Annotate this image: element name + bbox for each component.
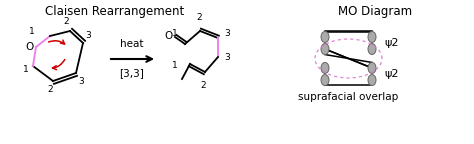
Text: MO Diagram: MO Diagram [338,5,412,18]
Text: [3,3]: [3,3] [119,68,145,78]
Ellipse shape [368,31,376,42]
Text: 2: 2 [63,18,69,26]
Text: 1: 1 [23,66,29,74]
Text: 1: 1 [172,60,178,70]
Text: 3: 3 [224,53,230,61]
FancyArrowPatch shape [53,59,65,70]
Ellipse shape [321,43,329,55]
Text: 2: 2 [196,13,202,22]
Text: 3: 3 [85,32,91,40]
Ellipse shape [368,43,376,55]
Text: Claisen Rearrangement: Claisen Rearrangement [46,5,185,18]
Text: O: O [25,42,33,52]
FancyArrowPatch shape [48,40,64,44]
Text: ψ2: ψ2 [384,69,399,79]
Text: 1: 1 [172,29,178,37]
Text: 2: 2 [47,86,53,94]
Ellipse shape [321,62,329,73]
Text: O: O [165,31,173,41]
Ellipse shape [321,75,329,86]
Ellipse shape [321,31,329,42]
Text: 3: 3 [78,77,84,87]
Text: heat: heat [120,39,144,49]
Ellipse shape [368,75,376,86]
Text: 2: 2 [200,81,206,90]
Ellipse shape [368,62,376,73]
Text: 3: 3 [224,30,230,38]
Text: suprafacial overlap: suprafacial overlap [298,92,399,102]
Text: ψ2: ψ2 [384,38,399,48]
Text: 1: 1 [29,28,35,36]
